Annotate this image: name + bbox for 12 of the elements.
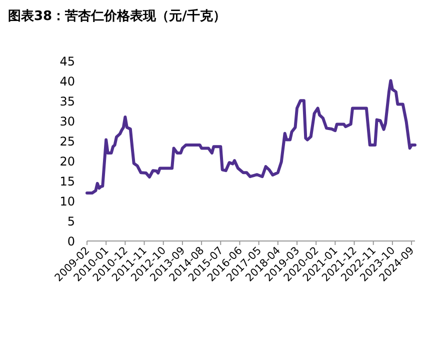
y-tick-label: 40 [60, 74, 75, 88]
line-series [86, 79, 416, 194]
y-tick-label: 45 [60, 54, 75, 68]
y-tick-label: 5 [67, 214, 75, 228]
y-tick-label: 20 [60, 154, 75, 168]
y-tick-label: 0 [67, 234, 75, 248]
y-tick-label: 25 [60, 134, 75, 148]
chart-title: 图表38：苦杏仁价格表现（元/千克） [8, 8, 226, 24]
y-tick-label: 15 [60, 174, 75, 188]
y-tick-label: 35 [60, 94, 75, 108]
y-tick-label: 30 [60, 114, 75, 128]
y-tick-label: 10 [60, 194, 75, 208]
